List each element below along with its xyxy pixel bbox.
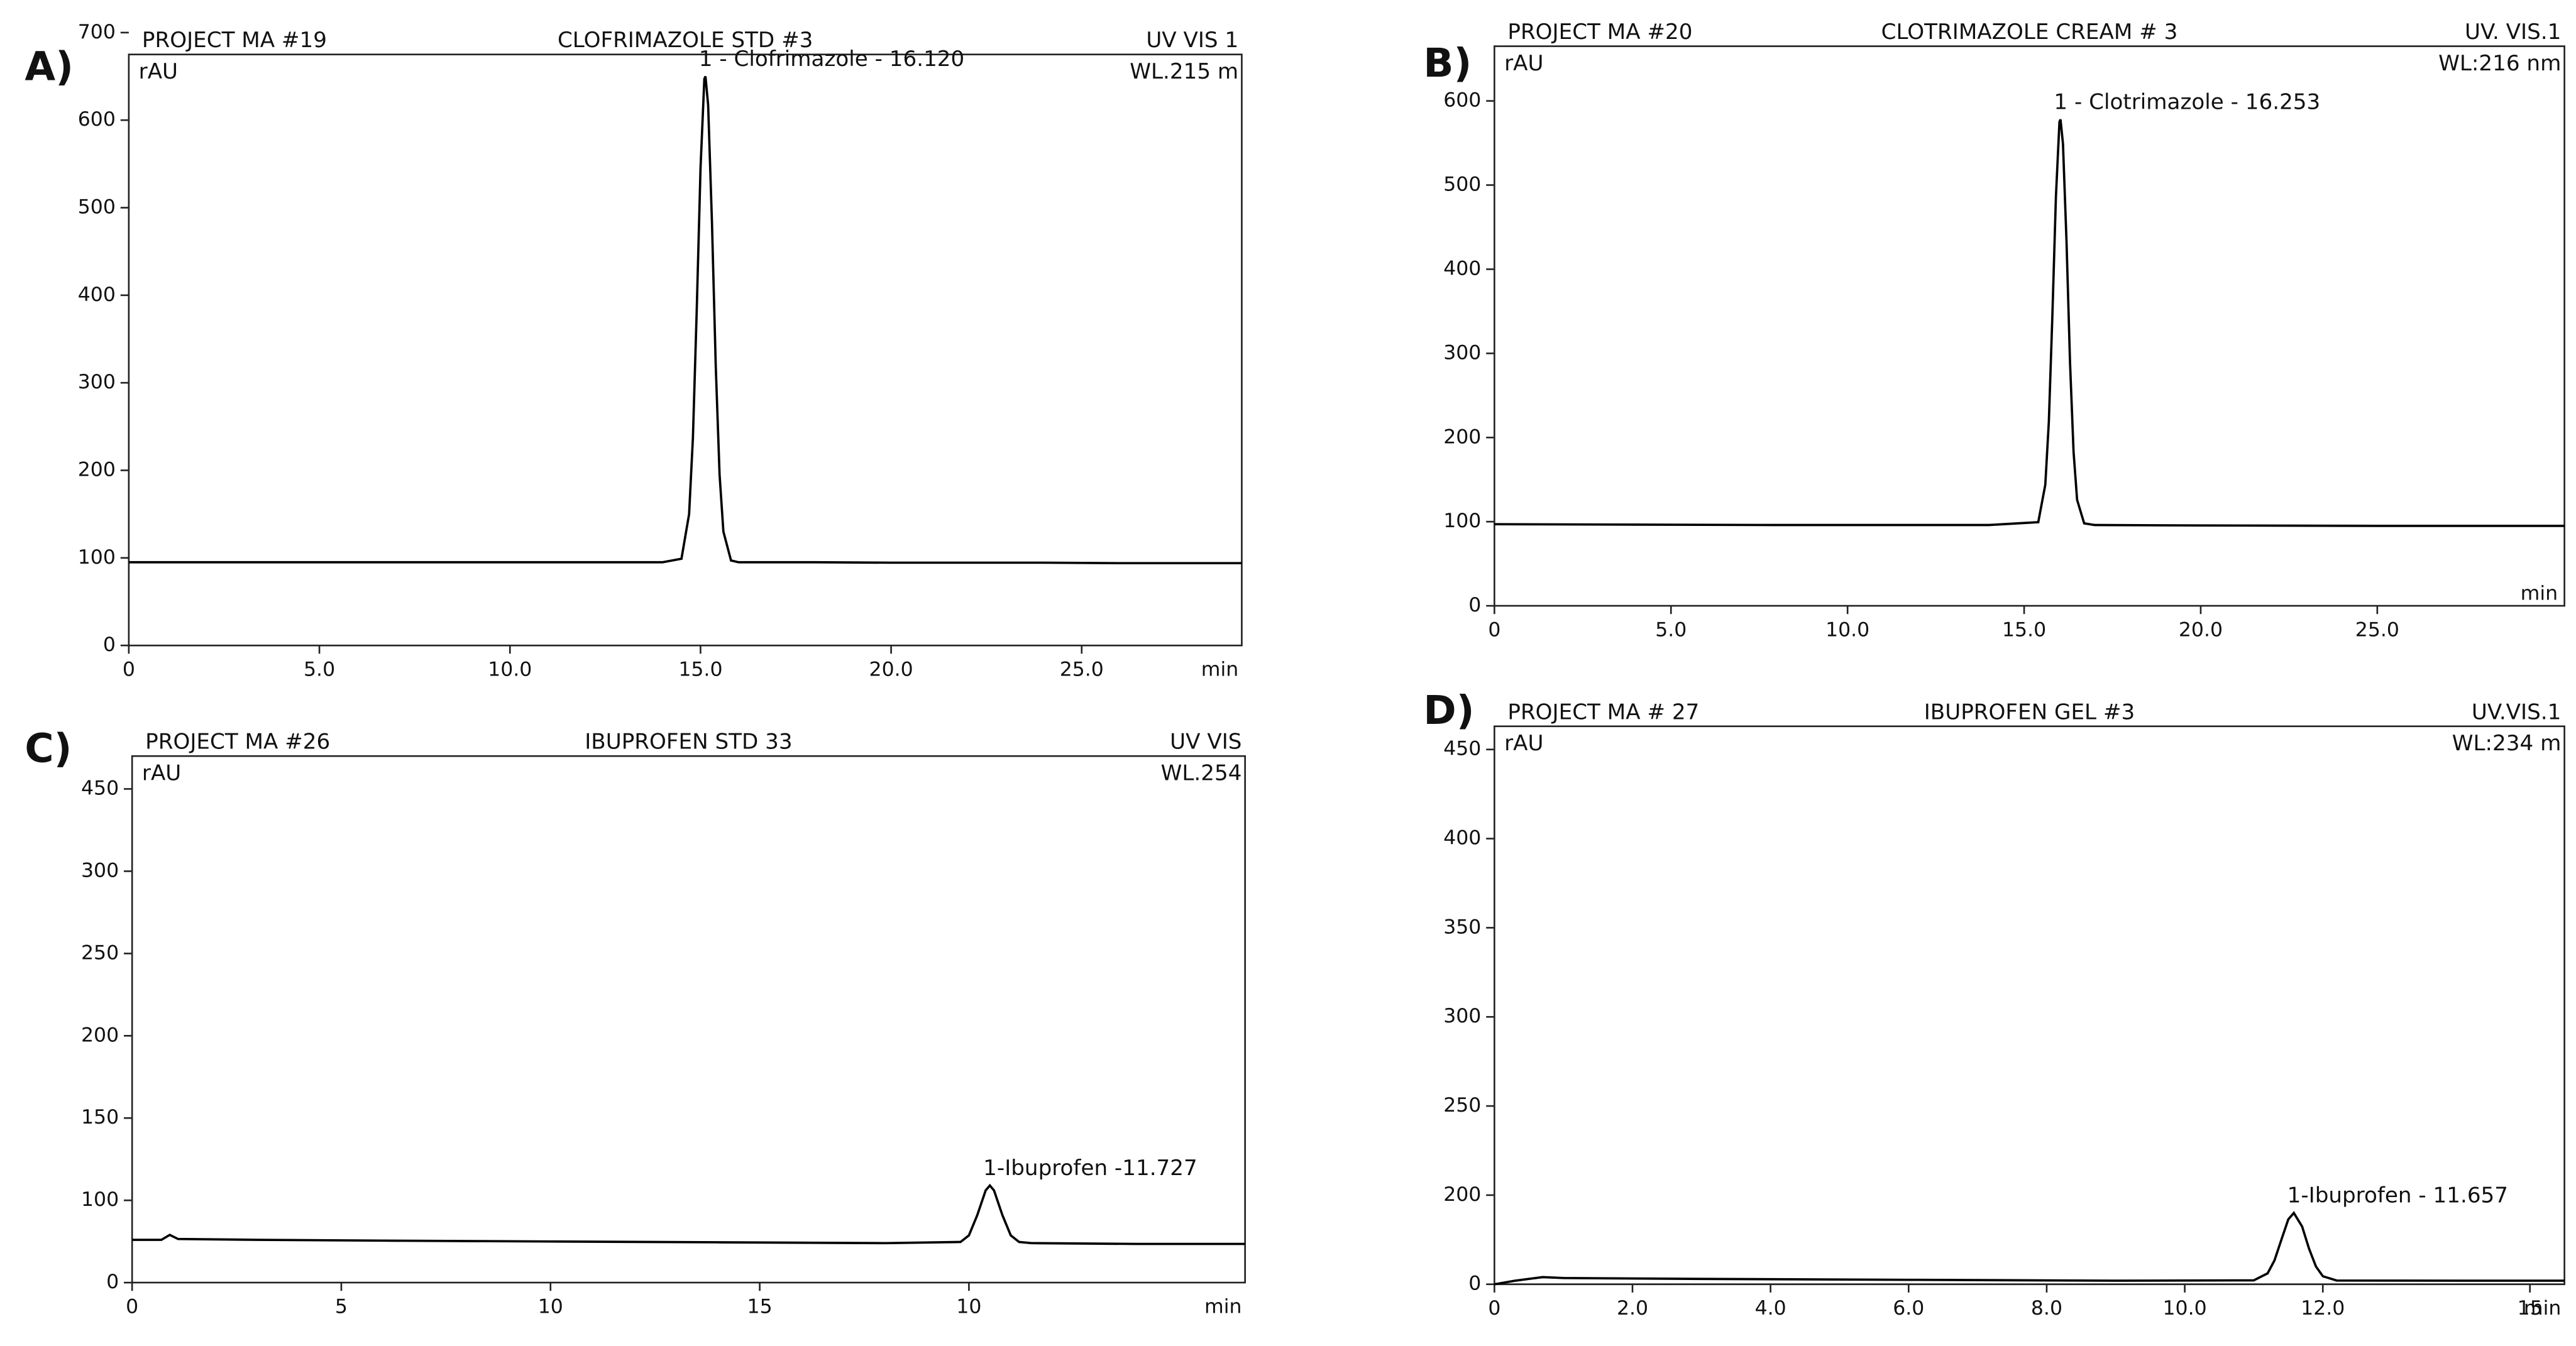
y-tick-label: 250: [81, 941, 119, 964]
peak-annotation: 1-Ibuprofen - 11.657: [2287, 1183, 2508, 1208]
y-axis-unit: rAU: [1504, 51, 1543, 76]
chromatogram-trace: [1494, 119, 2565, 527]
project-label: PROJECT MA #20: [1507, 19, 1692, 45]
plot-frame: [131, 755, 1247, 1284]
y-tick-label: 200: [1443, 1183, 1481, 1206]
y-tick-label: 200: [81, 1024, 119, 1046]
x-tick-label: 2.0: [1617, 1297, 1648, 1320]
y-tick-label: 100: [1443, 510, 1481, 532]
y-tick-label: 450: [81, 777, 119, 800]
y-tick-label: 600: [1443, 89, 1481, 112]
y-axis-unit: rAU: [1504, 731, 1543, 756]
x-tick-label: 10.0: [488, 659, 532, 681]
peak-annotation: 1-Ibuprofen -11.727: [983, 1156, 1197, 1181]
wavelength-label: WL:234 m: [2452, 731, 2562, 756]
plot-frame: [1494, 45, 2565, 607]
y-tick-label: 500: [78, 196, 116, 219]
x-tick-label: 15.0: [2002, 618, 2046, 641]
x-tick-label: 20.0: [869, 659, 913, 681]
y-tick-label: 0: [103, 633, 116, 656]
x-axis-label: min: [2521, 583, 2558, 605]
x-tick-label: 10: [538, 1296, 563, 1318]
chart-title: CLOTRIMAZOLE CREAM # 3: [1881, 19, 2178, 45]
x-tick-label: 15: [2518, 1297, 2543, 1320]
y-tick-label: 100: [81, 1188, 119, 1211]
panel-label: A): [25, 43, 74, 89]
x-tick-label: 12.0: [2301, 1297, 2345, 1320]
x-axis-label: min: [1204, 1296, 1241, 1318]
x-axis-label: min: [2524, 1297, 2561, 1320]
x-tick-label: 25.0: [1060, 659, 1104, 681]
x-tick-label: 20.0: [2179, 618, 2223, 641]
x-tick-label: 0: [1488, 618, 1500, 641]
channel-label: UV.VIS.1: [2472, 699, 2561, 725]
y-tick-label: 450: [1443, 738, 1481, 760]
y-tick-label: 300: [1443, 341, 1481, 364]
x-tick-label: 0: [1488, 1297, 1500, 1320]
x-tick-label: 5: [335, 1296, 348, 1318]
x-tick-label: 0: [126, 1296, 138, 1318]
x-tick-label: 0: [123, 659, 135, 681]
plot-frame: [128, 53, 1243, 647]
x-tick-label: 15: [747, 1296, 773, 1318]
y-tick-label: 100: [78, 546, 116, 569]
x-tick-label: 25.0: [2355, 618, 2399, 641]
y-tick-label: 200: [78, 458, 116, 481]
y-tick-label: 300: [1443, 1005, 1481, 1027]
y-tick-label: 400: [1443, 257, 1481, 280]
project-label: PROJECT MA # 27: [1507, 699, 1699, 725]
y-tick-label: 0: [1468, 1272, 1481, 1295]
y-tick-label: 400: [1443, 827, 1481, 850]
chromatogram-trace: [132, 1183, 1245, 1245]
x-tick-label: 8.0: [2031, 1297, 2062, 1320]
chart-title: IBUPROFEN GEL #3: [1924, 699, 2135, 725]
x-tick-label: 5.0: [304, 659, 335, 681]
x-tick-label: 10.0: [2163, 1297, 2207, 1320]
x-tick-label: 15.0: [678, 659, 722, 681]
y-tick-label: 400: [78, 283, 116, 306]
panel-label: D): [1423, 687, 1474, 733]
chromatogram-trace: [1494, 1211, 2565, 1286]
y-axis-unit: rAU: [142, 761, 181, 786]
plot-frame: [1494, 725, 2565, 1286]
x-tick-label: 6.0: [1893, 1297, 1924, 1320]
wavelength-label: WL.215 m: [1130, 59, 1238, 84]
y-tick-label: 300: [81, 859, 119, 882]
peak-annotation: 1 - Clofrimazole - 16.120: [699, 47, 964, 72]
x-axis-label: min: [1201, 659, 1238, 681]
y-tick-label: 300: [78, 371, 116, 393]
y-tick-label: 0: [106, 1271, 119, 1293]
peak-annotation: 1 - Clotrimazole - 16.253: [2054, 89, 2320, 114]
chart-title: CLOFRIMAZOLE STD #3: [558, 28, 813, 53]
x-tick-label: 10: [956, 1296, 981, 1318]
channel-label: UV. VIS.1: [2465, 19, 2561, 45]
y-axis-unit: rAU: [139, 59, 178, 84]
y-tick-label: 350: [1443, 916, 1481, 938]
wavelength-label: WL:216 nm: [2438, 51, 2561, 76]
x-tick-label: 5.0: [1655, 618, 1687, 641]
x-tick-label: 4.0: [1755, 1297, 1786, 1320]
y-tick-label: 0: [1468, 594, 1481, 616]
panel-label: B): [1423, 40, 1472, 86]
x-tick-label: 10.0: [1825, 618, 1869, 641]
y-tick-label: 150: [81, 1106, 119, 1129]
y-tick-label: 250: [1443, 1094, 1481, 1117]
chromatogram-trace: [128, 75, 1242, 565]
wavelength-label: WL.254: [1161, 761, 1242, 786]
y-tick-label: 700: [78, 21, 116, 43]
y-tick-label: 500: [1443, 173, 1481, 196]
chart-title: IBUPROFEN STD 33: [585, 730, 792, 755]
y-tick-label: 600: [78, 108, 116, 131]
channel-label: UV VIS: [1170, 730, 1241, 755]
channel-label: UV VIS 1: [1146, 28, 1238, 53]
y-tick-label: 200: [1443, 425, 1481, 448]
panel-label: C): [25, 725, 72, 771]
project-label: PROJECT MA #19: [142, 28, 327, 53]
project-label: PROJECT MA #26: [145, 730, 330, 755]
